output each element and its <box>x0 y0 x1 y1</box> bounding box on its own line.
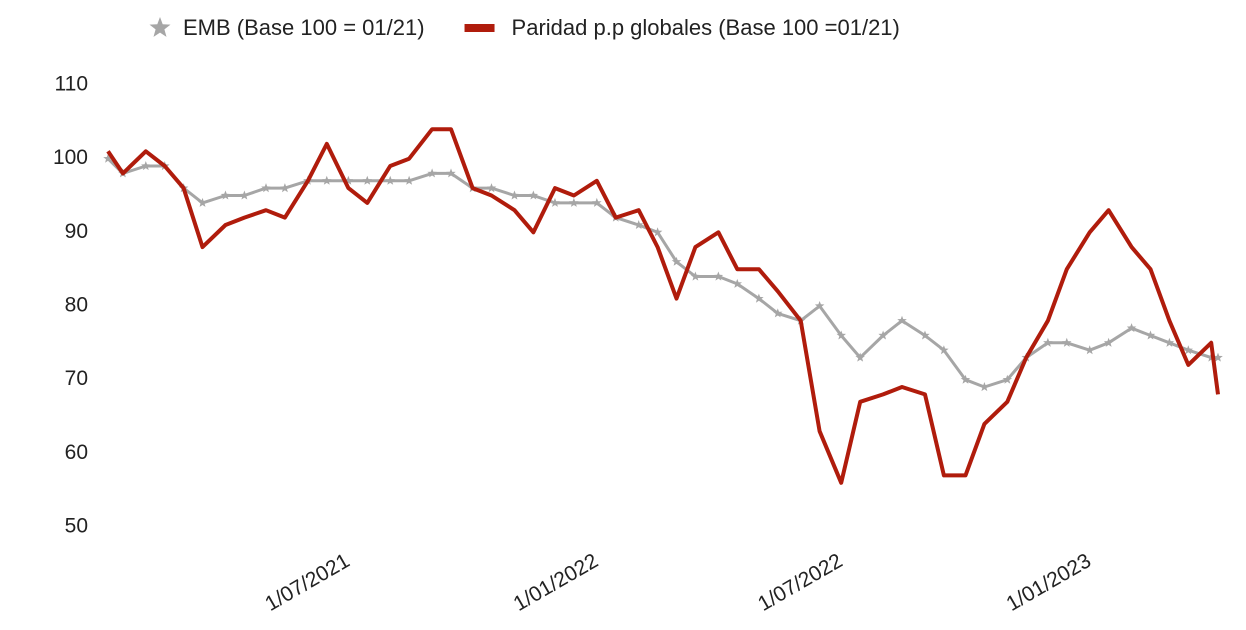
x-tick-label: 1/07/2022 <box>754 549 846 616</box>
series-marker <box>197 197 208 207</box>
series-marker <box>404 175 414 185</box>
series-marker <box>1183 345 1193 355</box>
legend-swatch <box>464 24 495 32</box>
series-marker <box>814 301 825 310</box>
series-line <box>106 127 1220 485</box>
series-marker <box>1002 374 1013 384</box>
series-marker <box>446 168 456 178</box>
legend-swatch <box>149 17 171 37</box>
series-marker <box>343 175 354 185</box>
series-marker <box>592 197 602 207</box>
series-marker <box>362 175 372 185</box>
series-marker <box>220 190 231 200</box>
legend-label: EMB (Base 100 = 01/21) <box>183 15 425 40</box>
y-tick-label: 90 <box>65 220 88 243</box>
series-marker <box>550 197 560 207</box>
series-marker <box>486 183 497 193</box>
x-tick-label: 1/01/2023 <box>1003 549 1095 616</box>
series-marker <box>713 271 724 281</box>
series-marker <box>690 271 701 281</box>
series-marker <box>569 197 579 207</box>
series-marker <box>897 315 907 325</box>
series-marker <box>979 382 990 392</box>
series-line <box>106 157 1218 389</box>
series-marker <box>385 175 395 185</box>
series-marker <box>633 220 644 229</box>
series-marker <box>1145 330 1156 340</box>
series-marker <box>509 190 520 200</box>
x-tick-label: 1/01/2022 <box>510 549 602 616</box>
series-marker <box>920 330 930 340</box>
y-tick-label: 110 <box>55 73 88 96</box>
series-marker <box>1103 337 1114 347</box>
legend-label: Paridad p.p globales (Base 100 =01/21) <box>512 15 900 40</box>
series-marker <box>1126 323 1137 333</box>
y-tick-label: 60 <box>65 441 88 464</box>
series-marker <box>878 330 888 340</box>
series-marker <box>671 256 682 266</box>
series-marker <box>939 345 949 355</box>
series-marker <box>855 352 865 362</box>
series-marker <box>103 153 113 163</box>
series-marker <box>280 183 290 193</box>
series-marker <box>261 183 271 193</box>
series-marker <box>322 175 332 185</box>
legend: EMB (Base 100 = 01/21) Paridad p.p global… <box>149 15 900 40</box>
y-tick-label: 80 <box>65 294 88 317</box>
series-marker <box>754 293 764 303</box>
series-marker <box>1043 337 1053 347</box>
y-tick-label: 70 <box>65 367 88 390</box>
series-marker <box>960 374 971 384</box>
y-tick-label: 50 <box>65 515 88 538</box>
series-marker <box>836 330 846 340</box>
series-marker <box>652 227 663 237</box>
series-marker <box>239 190 250 200</box>
series-marker <box>1085 345 1095 355</box>
series-marker <box>732 278 742 288</box>
series-marker <box>773 308 783 318</box>
series-marker <box>427 168 437 178</box>
series-marker <box>141 161 151 171</box>
series-marker <box>1062 337 1072 347</box>
series-marker <box>1213 352 1223 362</box>
y-tick-label: 100 <box>53 146 88 169</box>
series-marker <box>1164 337 1175 347</box>
series-marker <box>528 190 539 200</box>
x-tick-label: 1/07/2021 <box>261 549 353 616</box>
